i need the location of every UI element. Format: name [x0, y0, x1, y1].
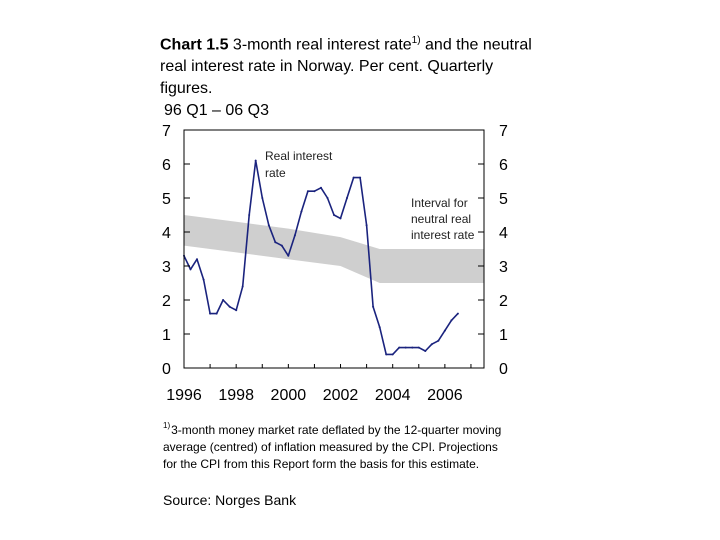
real-rate-point [274, 241, 277, 244]
real-rate-point [280, 244, 283, 247]
title-text-cont: and the neutral real interest rate in No… [160, 36, 532, 98]
real-rate-point [209, 312, 212, 315]
real-rate-point [443, 329, 446, 332]
real-rate-point [339, 217, 342, 220]
x-tick-label: 1996 [166, 387, 202, 404]
plot-frame [183, 129, 485, 369]
real-rate-point [267, 224, 270, 227]
x-tick-label: 2004 [375, 387, 411, 404]
y-tick-label-right: 2 [499, 293, 508, 310]
real-rate-annotation-line-2: rate [265, 166, 286, 180]
real-rate-point [391, 353, 394, 356]
real-rate-point [404, 346, 407, 349]
real-rate-point [352, 176, 355, 179]
real-rate-point [248, 214, 251, 216]
band-annotation-line-2: neutral real [411, 212, 471, 226]
real-rate-point [228, 305, 231, 308]
real-rate-point [333, 214, 335, 216]
y-tick-label-right: 4 [499, 225, 508, 242]
y-tick-label-left: 2 [162, 293, 171, 310]
title-period: 96 Q1 – 06 Q3 [164, 102, 269, 120]
real-rate-point [398, 346, 401, 349]
real-rate-point [346, 197, 348, 199]
real-rate-point [254, 159, 257, 162]
y-tick-label-left: 7 [162, 123, 171, 140]
x-tick-label: 2000 [271, 387, 307, 404]
band-annotation-line-3: interest rate [411, 228, 475, 242]
real-rate-point [326, 197, 329, 199]
real-rate-point [430, 343, 433, 346]
real-rate-point [300, 210, 303, 213]
axis-layer [183, 129, 485, 369]
x-tick-label: 2006 [427, 387, 463, 404]
y-tick-label-right: 7 [499, 123, 508, 140]
real-rate-point [293, 234, 296, 237]
real-rate-annotation-line-1: Real interest [265, 149, 333, 163]
x-tick-label: 2002 [323, 387, 359, 404]
neutral-rate-band [184, 215, 484, 283]
real-rate-point [456, 312, 459, 315]
real-rate-point [359, 176, 362, 179]
y-tick-label-left: 0 [162, 361, 171, 378]
y-tick-label-right: 5 [499, 191, 508, 208]
y-tick-label-left: 3 [162, 259, 171, 276]
real-rate-point [313, 190, 316, 193]
real-rate-point [196, 258, 198, 261]
y-tick-label-right: 6 [499, 157, 508, 174]
y-tick-label-right: 1 [499, 327, 508, 344]
real-rate-point [424, 350, 427, 352]
y-tick-label-left: 1 [162, 327, 171, 344]
real-rate-point [417, 346, 420, 349]
tick-label-layer: 0 0 1 1 2 2 3 3 4 4 5 5 6 6 7 7 1996 1998 2000 2002 2004 2006 [162, 123, 508, 404]
y-tick-label-right: 0 [499, 361, 508, 378]
real-rate-point [365, 224, 368, 227]
real-rate-point [385, 353, 388, 356]
real-rate-point [241, 285, 244, 288]
footnote-marker: 1) [163, 421, 171, 430]
real-rate-point [437, 339, 440, 342]
real-rate-point [320, 186, 322, 189]
real-rate-point [450, 319, 453, 322]
title-text: 3-month real interest rate [228, 36, 412, 54]
neutral-rate-band-layer [184, 215, 484, 283]
real-rate-point [261, 197, 264, 199]
y-tick-label-right: 3 [499, 259, 508, 276]
real-rate-point [235, 309, 238, 312]
footnote: 1)3-month money market rate deflated by … [163, 417, 508, 473]
footnote-text: 3-month money market rate deflated by th… [163, 423, 502, 471]
y-tick-label-left: 5 [162, 191, 171, 208]
real-rate-point [372, 305, 375, 308]
real-rate-point [411, 346, 414, 349]
y-tick-label-left: 6 [162, 157, 171, 174]
real-rate-point [287, 254, 290, 257]
title-footnote-marker: 1) [411, 35, 421, 46]
y-tick-label-left: 4 [162, 225, 171, 242]
real-rate-point [306, 190, 309, 193]
band-annotation-line-1: Interval for [411, 196, 468, 210]
chart-number: Chart 1.5 [160, 36, 229, 54]
real-rate-point [215, 312, 218, 315]
real-rate-point [378, 326, 381, 329]
chart-title: Chart 1.5 3-month real interest rate1) a… [160, 30, 540, 122]
real-rate-point [202, 278, 205, 281]
real-rate-point [222, 299, 225, 301]
x-tick-label: 1998 [218, 387, 254, 404]
source-note: Source: Norges Bank [163, 492, 297, 508]
real-rate-point [189, 268, 192, 271]
